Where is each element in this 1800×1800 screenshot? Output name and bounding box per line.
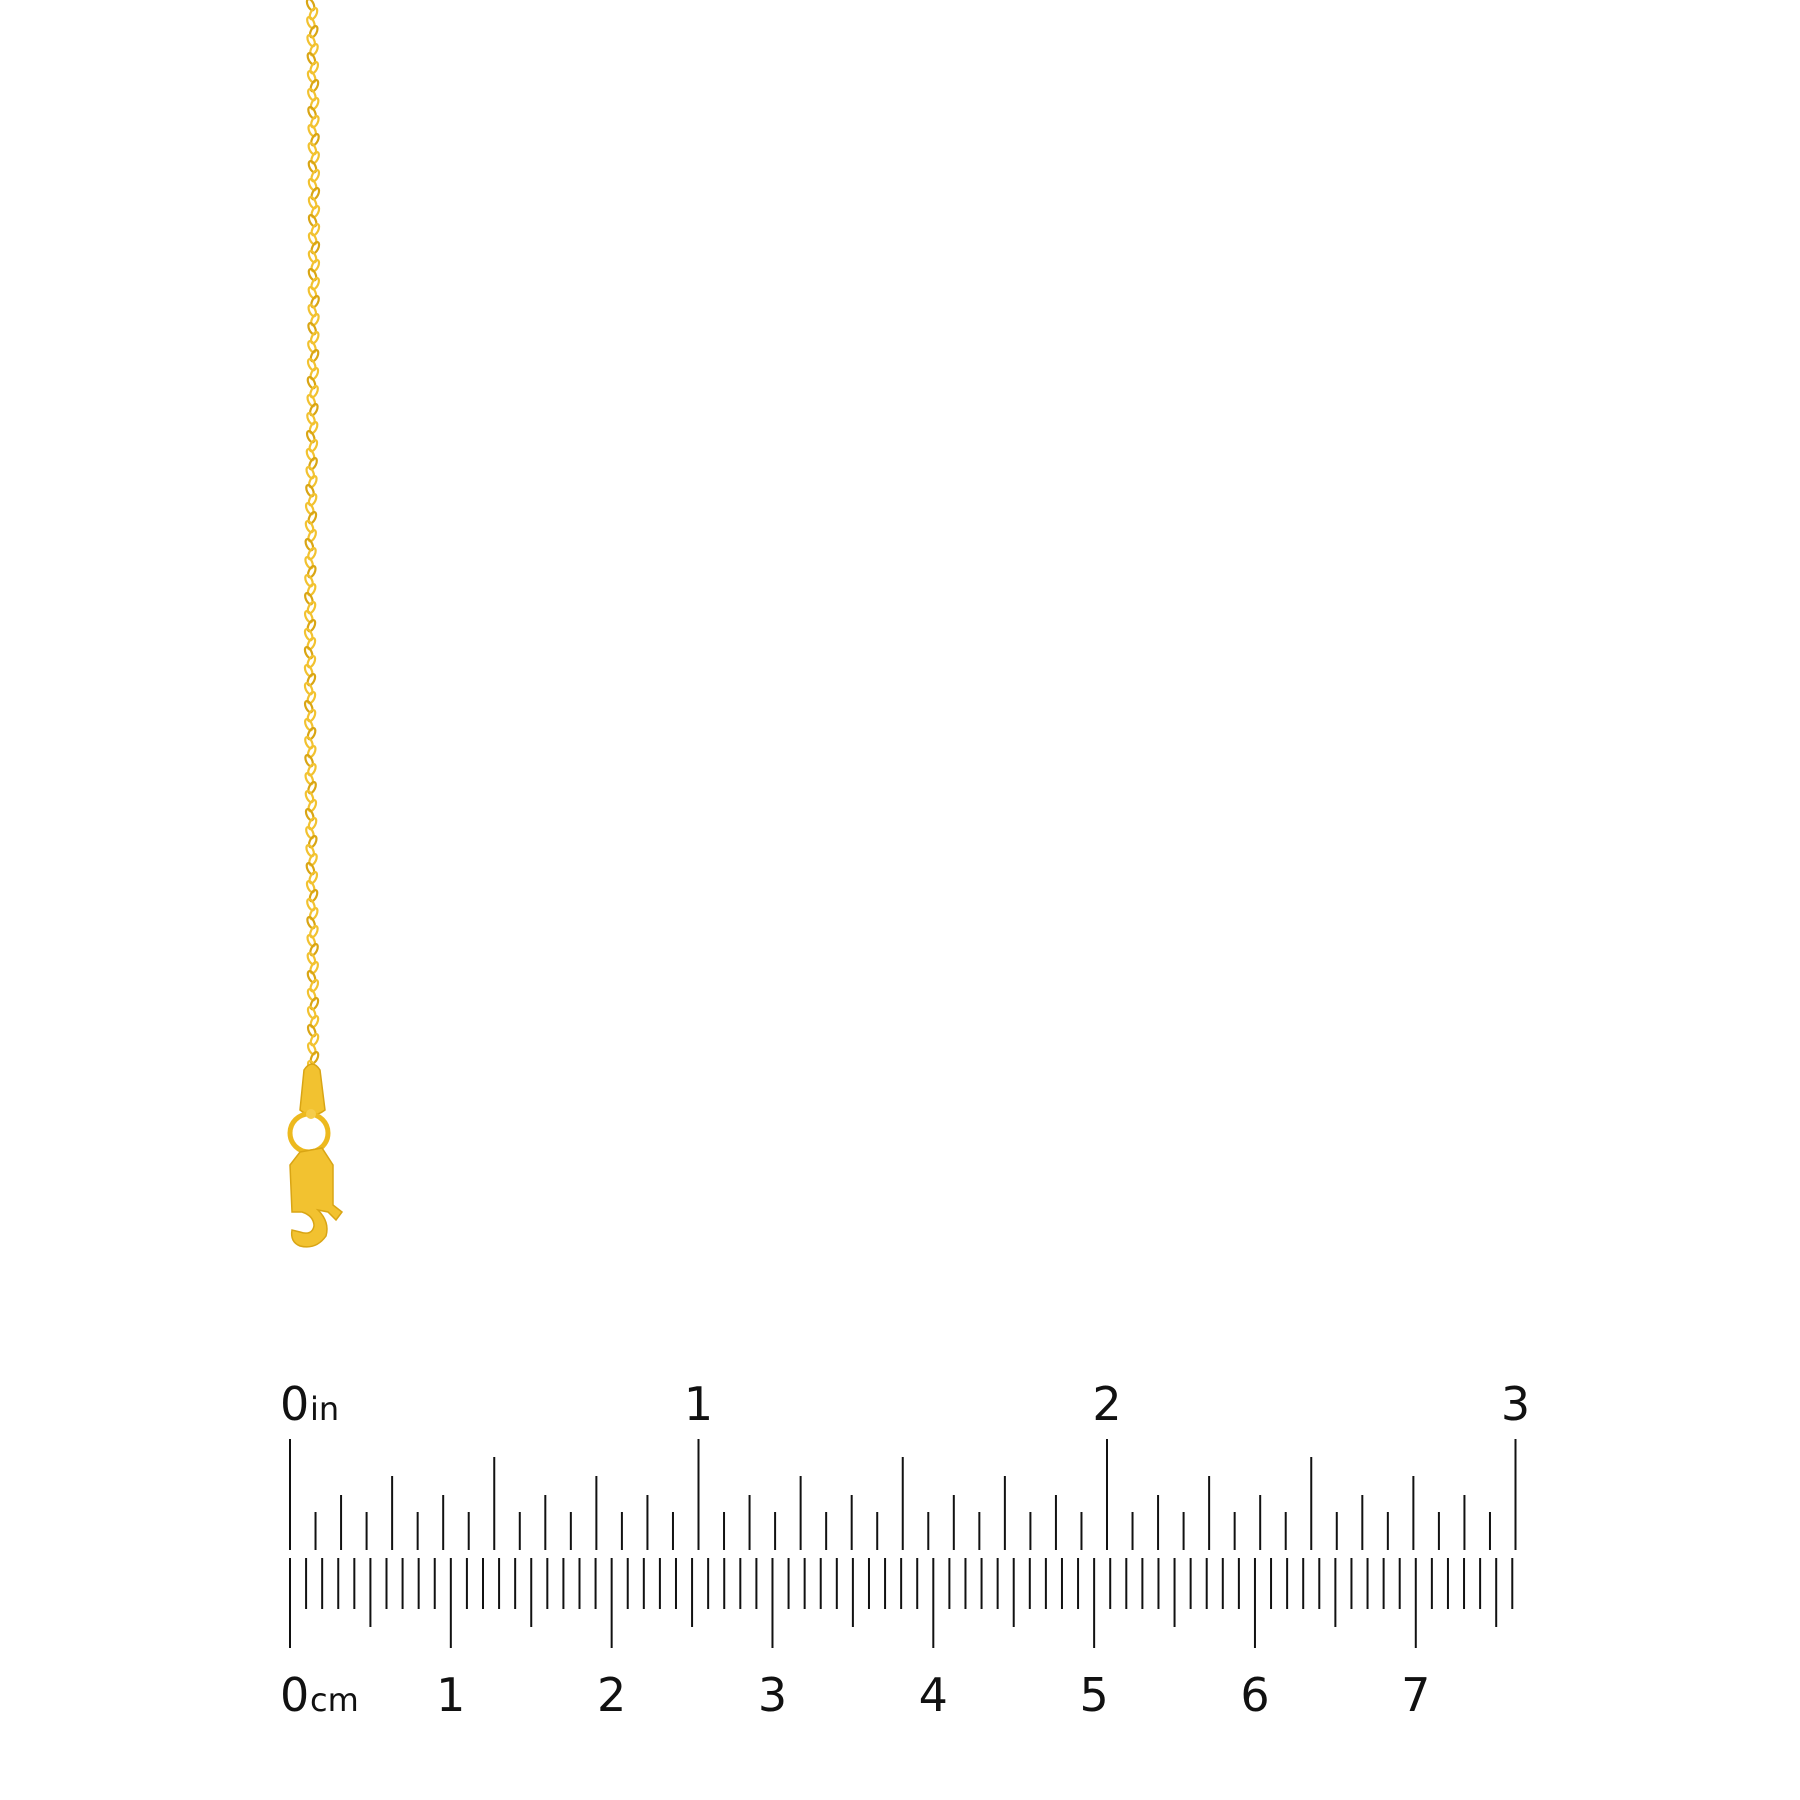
- cm-unit: cm: [310, 1681, 359, 1719]
- inch-label: 0: [280, 1377, 309, 1431]
- jump-ring: [287, 1111, 331, 1155]
- cm-label: 1: [436, 1668, 465, 1722]
- cm-label: 4: [919, 1668, 948, 1722]
- inch-unit: in: [310, 1390, 339, 1428]
- rope-chain: [303, 0, 321, 1074]
- cm-label: 5: [1079, 1668, 1108, 1722]
- ring-bead: [306, 1109, 316, 1119]
- chain-link: [305, 0, 316, 12]
- cm-label: 3: [758, 1668, 787, 1722]
- cm-label: 7: [1401, 1668, 1430, 1722]
- clasp-bail: [299, 1063, 326, 1116]
- inch-label: 1: [684, 1377, 713, 1431]
- cm-label: 2: [597, 1668, 626, 1722]
- cm-label: 0: [280, 1668, 309, 1722]
- inch-label: 2: [1092, 1377, 1121, 1431]
- lobster-clasp: [287, 1063, 344, 1248]
- cm-label: 6: [1240, 1668, 1269, 1722]
- size-ruler: 0 in 1 2 30 cm 1 2 3 4 5 6 7: [280, 1377, 1530, 1722]
- inch-label: 3: [1501, 1377, 1530, 1431]
- clasp-body: [289, 1147, 344, 1248]
